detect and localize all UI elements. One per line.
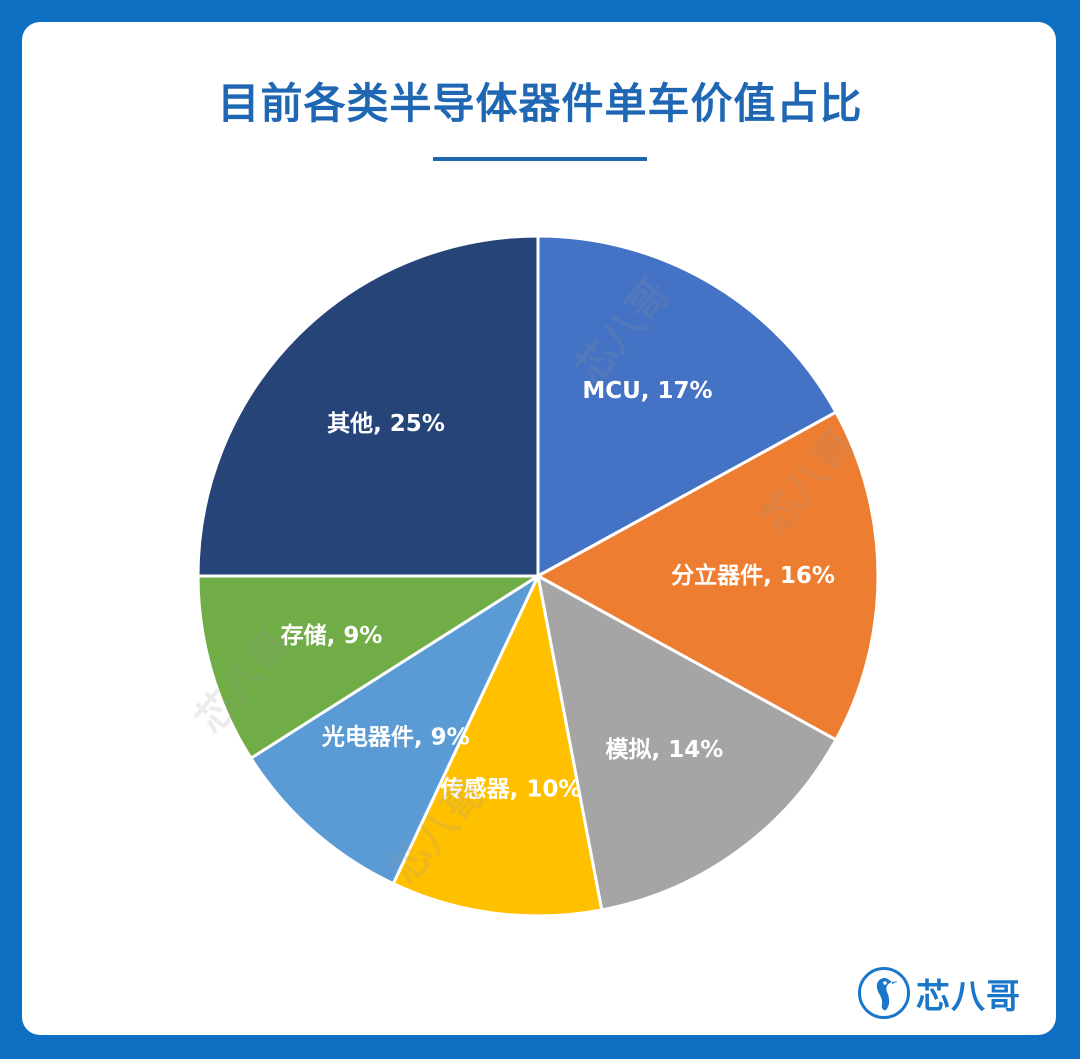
- pie-slice-1: [536, 234, 838, 579]
- pie-label-3: 模拟, 14%: [605, 737, 723, 763]
- title-underline: [433, 157, 647, 161]
- pie-slice-7: [196, 234, 540, 578]
- pie-slice-3: [535, 573, 838, 912]
- pie-label-4: 传感器, 10%: [440, 775, 582, 802]
- pie-label-1: MCU, 17%: [582, 378, 712, 404]
- pie-slice-2: [534, 410, 880, 742]
- pie-slices: [196, 234, 880, 918]
- pie-slice-4: [391, 571, 604, 918]
- brand-name: 芯八哥: [916, 976, 1021, 1017]
- chart-title: 目前各类半导体器件单车价值占比: [217, 79, 863, 128]
- pie-label-7: 其他, 25%: [327, 411, 445, 437]
- pie-label-6: 存储, 9%: [281, 622, 383, 649]
- pie-label-5: 光电器件, 9%: [321, 724, 470, 750]
- brand-mark: 芯八哥: [858, 963, 1021, 1023]
- kingfisher-bird-icon: [858, 967, 910, 1019]
- pie-slice-5: [248, 571, 542, 886]
- pie-slice-6: [196, 574, 544, 761]
- pie-label-2: 分立器件, 16%: [671, 562, 835, 589]
- pie-labels: MCU, 17% 分立器件, 16% 模拟, 14% 传感器, 10% 光电器件, 9%…: [281, 378, 835, 802]
